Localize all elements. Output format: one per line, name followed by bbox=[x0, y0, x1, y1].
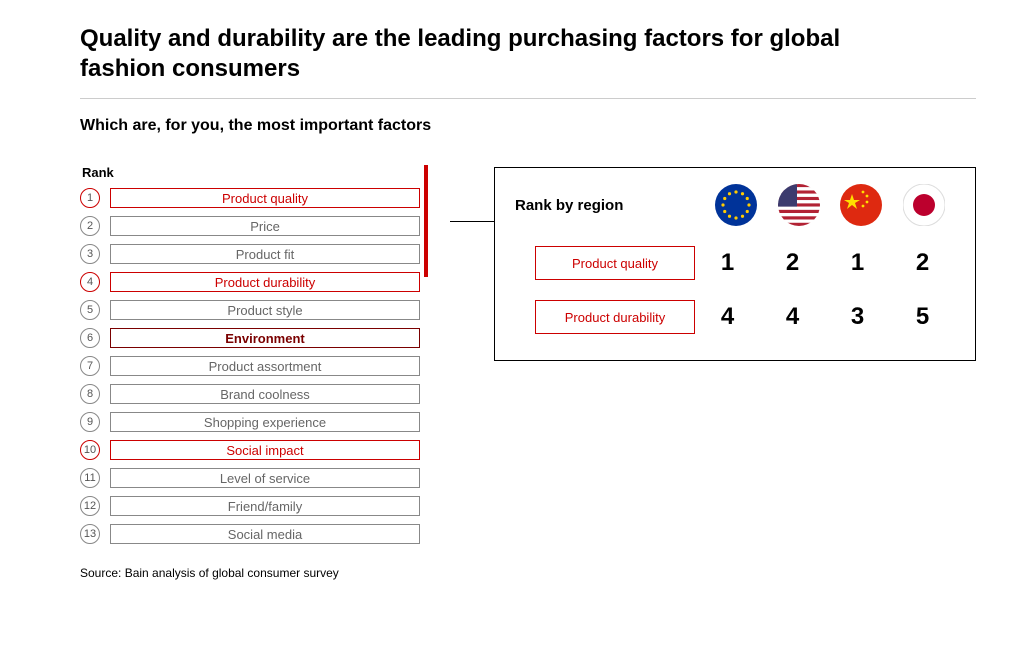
flag-us-icon bbox=[778, 184, 820, 226]
rank-factor-label: Product quality bbox=[110, 188, 420, 208]
rank-number: 7 bbox=[80, 356, 100, 376]
region-rank-value: 1 bbox=[707, 249, 749, 277]
rank-number: 13 bbox=[80, 524, 100, 544]
connector-line bbox=[450, 165, 494, 277]
rank-factor-label: Product durability bbox=[110, 272, 420, 292]
region-rank-value: 4 bbox=[707, 303, 749, 331]
region-row: Product quality1212 bbox=[515, 246, 955, 280]
rank-list: 1 Product quality 2 Price 3 Product fit 4 Produ… bbox=[80, 184, 420, 548]
rank-factor-label: Product fit bbox=[110, 244, 420, 264]
rank-number: 6 bbox=[80, 328, 100, 348]
rank-factor-label: Social media bbox=[110, 524, 420, 544]
divider bbox=[80, 98, 976, 99]
region-rank-value: 2 bbox=[902, 249, 944, 277]
rank-row: 9 Shopping experience bbox=[80, 408, 420, 436]
rank-row: 3 Product fit bbox=[80, 240, 420, 268]
flag-cn-icon bbox=[840, 184, 882, 226]
rank-row: 7 Product assortment bbox=[80, 352, 420, 380]
rank-factor-label: Product style bbox=[110, 300, 420, 320]
rank-number: 8 bbox=[80, 384, 100, 404]
region-rank-value: 1 bbox=[837, 249, 879, 277]
rank-row: 8 Brand coolness bbox=[80, 380, 420, 408]
rank-row: 1 Product quality bbox=[80, 184, 420, 212]
region-panel: Rank by region Product quality1212Produc… bbox=[494, 167, 976, 361]
subtitle: Which are, for you, the most important f… bbox=[80, 117, 976, 135]
rank-number: 12 bbox=[80, 496, 100, 516]
region-rank-value: 2 bbox=[772, 249, 814, 277]
rank-row: 6 Environment bbox=[80, 324, 420, 352]
rank-number: 1 bbox=[80, 188, 100, 208]
rank-row: 13 Social media bbox=[80, 520, 420, 548]
rank-factor-label: Environment bbox=[110, 328, 420, 348]
rank-heading: Rank bbox=[82, 165, 420, 180]
bracket-highlight bbox=[420, 165, 450, 277]
rank-factor-label: Level of service bbox=[110, 468, 420, 488]
rank-number: 3 bbox=[80, 244, 100, 264]
source-note: Source: Bain analysis of global consumer… bbox=[80, 566, 976, 580]
region-factor-label: Product durability bbox=[535, 300, 695, 334]
rank-row: 10 Social impact bbox=[80, 436, 420, 464]
rank-row: 5 Product style bbox=[80, 296, 420, 324]
rank-number: 11 bbox=[80, 468, 100, 488]
flag-jp-icon bbox=[903, 184, 945, 226]
region-row: Product durability4435 bbox=[515, 300, 955, 334]
rank-factor-label: Brand coolness bbox=[110, 384, 420, 404]
region-rank-value: 3 bbox=[837, 303, 879, 331]
region-rank-value: 5 bbox=[902, 303, 944, 331]
rank-number: 10 bbox=[80, 440, 100, 460]
rank-row: 4 Product durability bbox=[80, 268, 420, 296]
region-flags bbox=[705, 184, 955, 226]
rank-factor-label: Shopping experience bbox=[110, 412, 420, 432]
rank-row: 11 Level of service bbox=[80, 464, 420, 492]
rank-column: Rank 1 Product quality 2 Price 3 Product fit 4… bbox=[80, 165, 420, 548]
region-factor-label: Product quality bbox=[535, 246, 695, 280]
rank-number: 4 bbox=[80, 272, 100, 292]
region-rank-value: 4 bbox=[772, 303, 814, 331]
flag-eu-icon bbox=[715, 184, 757, 226]
rank-factor-label: Product assortment bbox=[110, 356, 420, 376]
rank-factor-label: Social impact bbox=[110, 440, 420, 460]
content-area: Rank 1 Product quality 2 Price 3 Product fit 4… bbox=[80, 165, 976, 548]
region-panel-title: Rank by region bbox=[515, 197, 705, 214]
rank-row: 12 Friend/family bbox=[80, 492, 420, 520]
rank-factor-label: Price bbox=[110, 216, 420, 236]
rank-number: 5 bbox=[80, 300, 100, 320]
rank-number: 9 bbox=[80, 412, 100, 432]
page-title: Quality and durability are the leading p… bbox=[80, 24, 860, 84]
rank-row: 2 Price bbox=[80, 212, 420, 240]
rank-number: 2 bbox=[80, 216, 100, 236]
rank-factor-label: Friend/family bbox=[110, 496, 420, 516]
